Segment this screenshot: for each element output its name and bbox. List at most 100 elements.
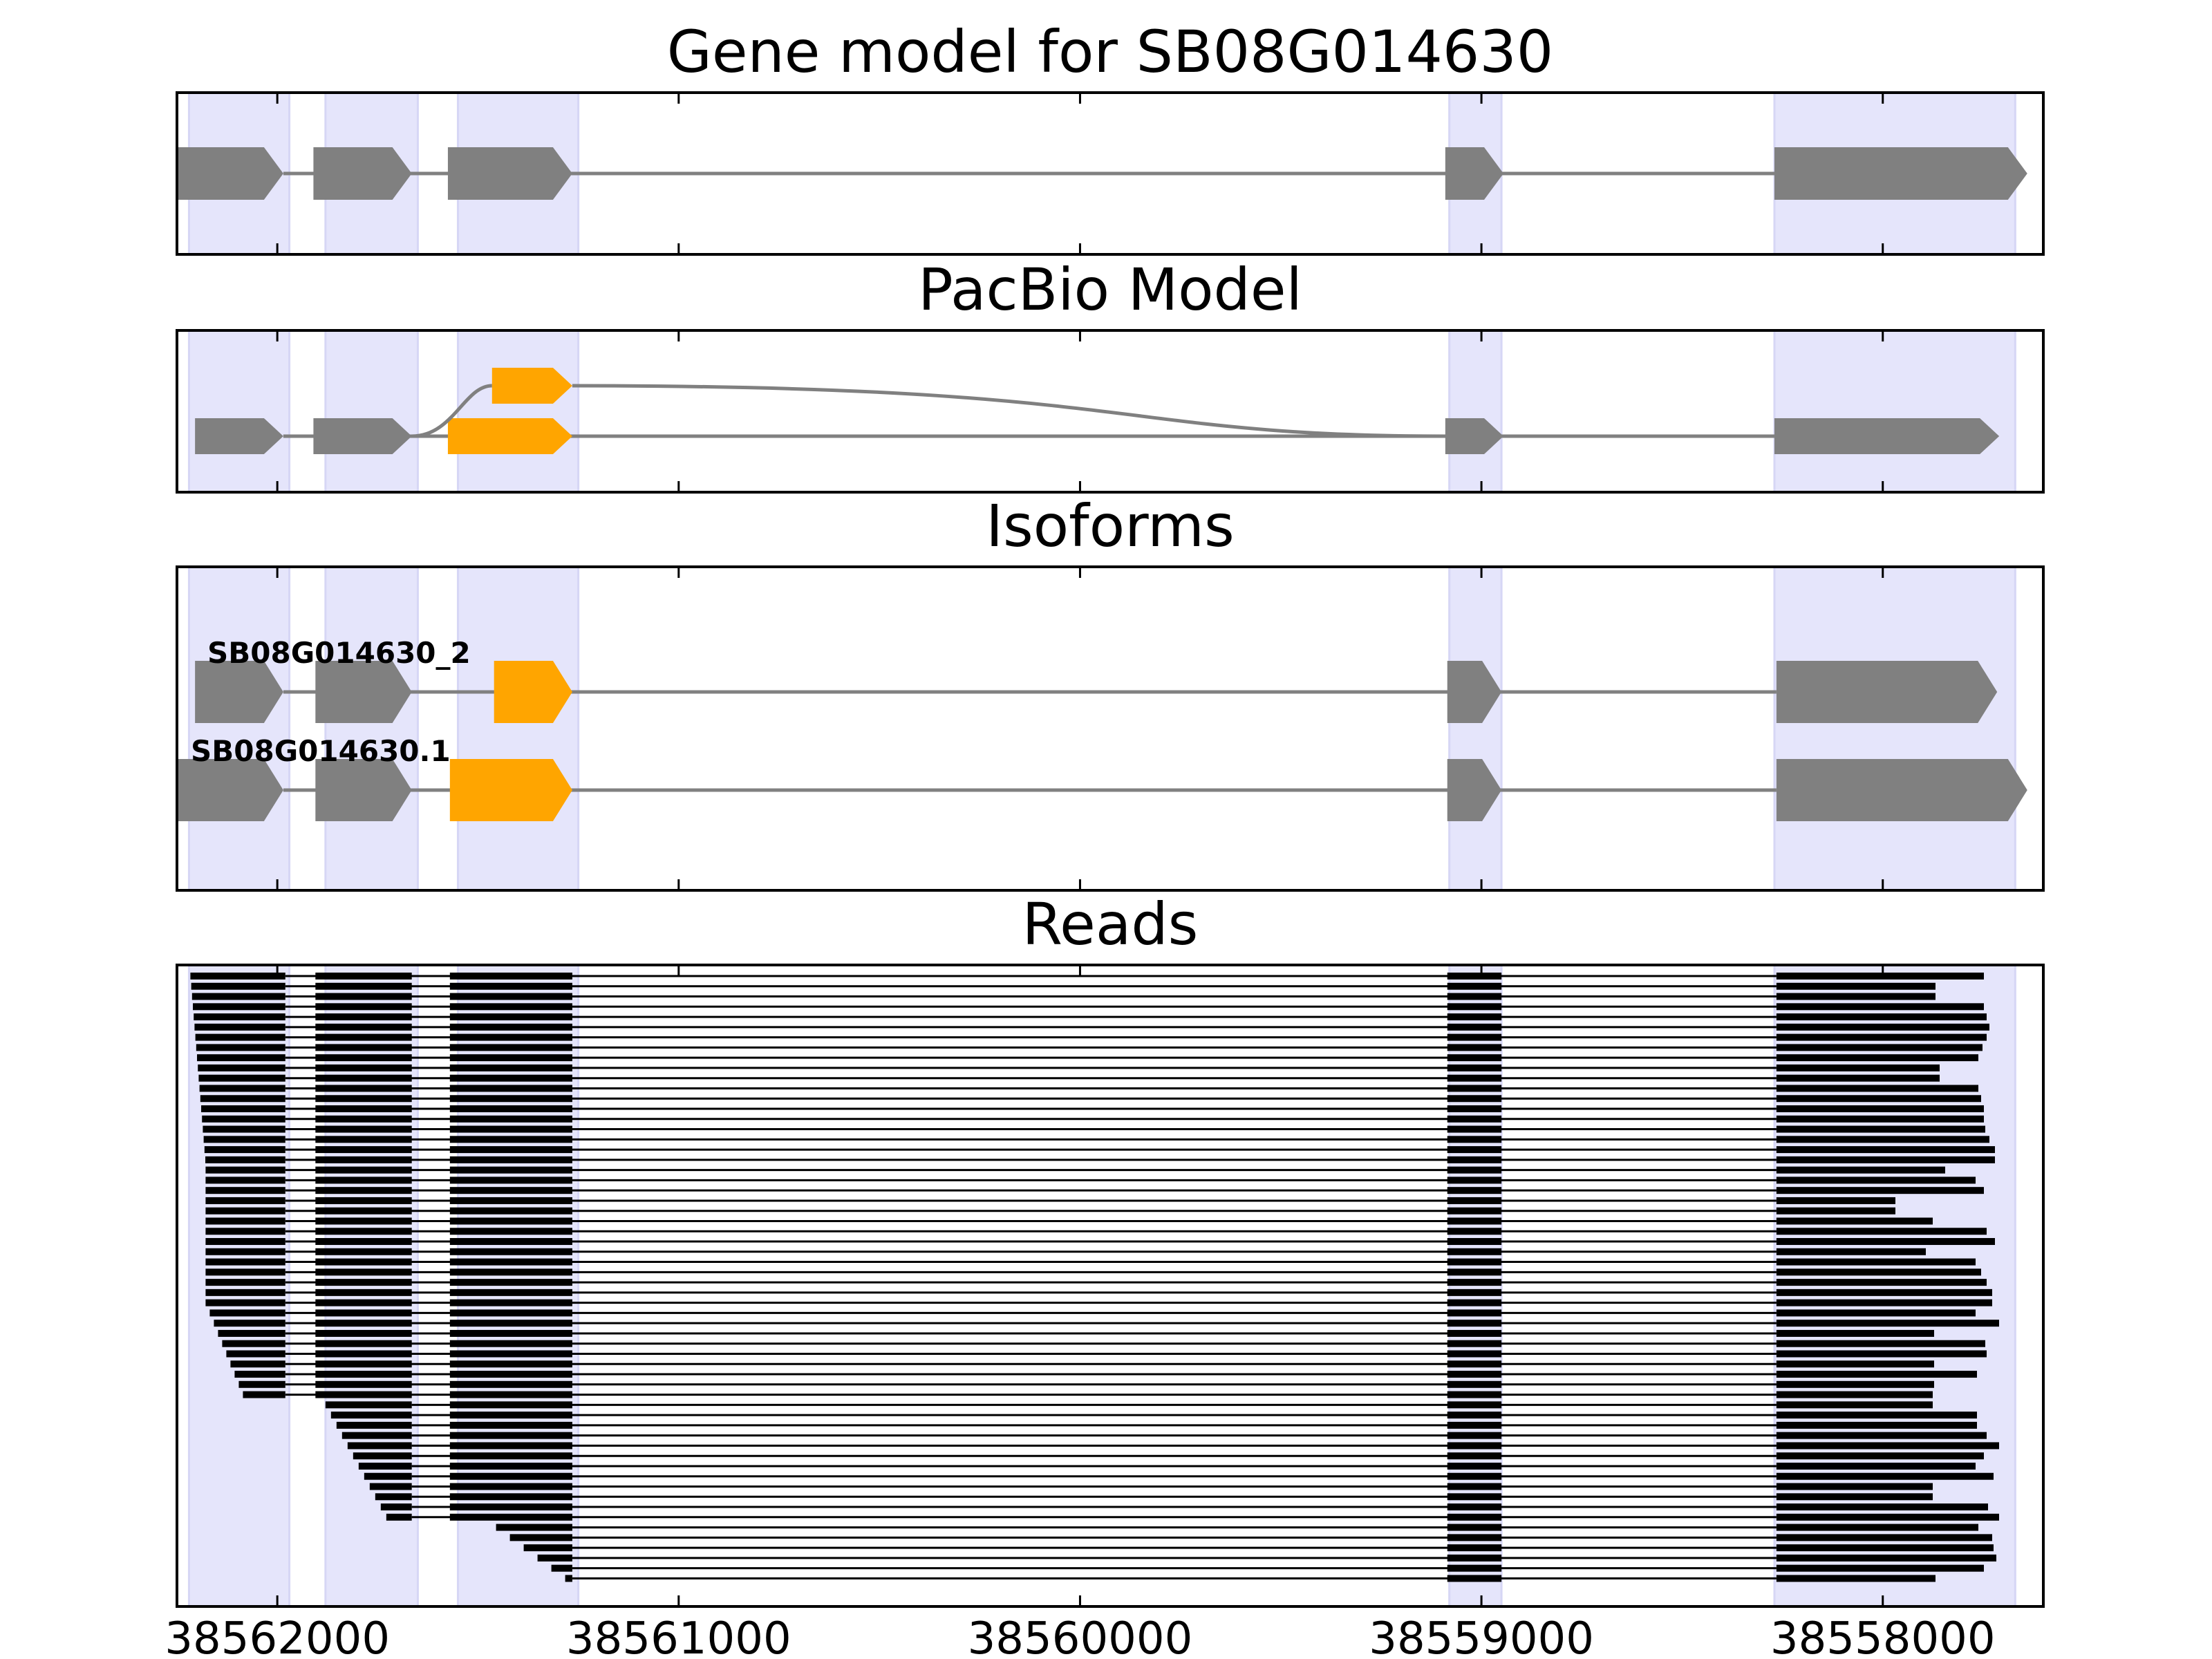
read-exon <box>1776 1187 1984 1194</box>
read-exon <box>449 1320 572 1327</box>
read-exon <box>1776 1524 1978 1531</box>
read-exon <box>194 1023 285 1031</box>
read-exon <box>449 1095 572 1103</box>
read-exon <box>1776 1462 1976 1470</box>
read <box>205 1288 1992 1296</box>
read-exon <box>1776 1391 1933 1398</box>
read-exon <box>194 1013 285 1021</box>
isoform-label: SB08G014630_2 <box>207 636 471 670</box>
read-exon <box>449 1217 572 1225</box>
read-exon <box>1776 1105 1984 1113</box>
read-exon <box>1776 1166 1945 1174</box>
read-exon <box>315 973 412 980</box>
read-exon <box>449 1483 572 1490</box>
panel-3: Isoforms SB08G014630_2 SB08G014630.1 <box>176 492 2045 892</box>
read-exon <box>1776 973 1984 980</box>
read-exon <box>1776 1136 1989 1143</box>
pacbio-main-exon-5 <box>1774 418 2000 454</box>
read <box>200 1095 1981 1103</box>
read-exon <box>315 1238 412 1246</box>
read-exon <box>1447 993 1502 1000</box>
read-exon <box>1447 1166 1502 1174</box>
read-exon <box>1447 1258 1502 1266</box>
read-exon <box>205 1238 285 1246</box>
read-exon <box>1776 1033 1987 1041</box>
read-exon <box>1447 1146 1502 1154</box>
read-exon <box>315 1268 412 1276</box>
read-exon <box>204 1146 285 1154</box>
read-exon <box>1447 1432 1502 1439</box>
read <box>214 1320 1999 1327</box>
region-band <box>1773 329 2016 494</box>
region-band <box>1448 565 1503 892</box>
read-exon <box>1776 1288 1992 1296</box>
read-exon <box>449 1258 572 1266</box>
read-exon <box>199 1085 285 1092</box>
read-exon <box>449 1197 572 1204</box>
read-exon <box>1447 1350 1502 1358</box>
read-exon <box>1776 1207 1895 1215</box>
read <box>205 1228 1987 1235</box>
read-exon <box>1776 1432 1987 1439</box>
read-exon <box>315 1288 412 1296</box>
read <box>205 1299 1992 1306</box>
read-exon <box>1447 1288 1502 1296</box>
read-exon <box>449 1228 572 1235</box>
read-exon <box>315 1033 412 1041</box>
read-exon <box>1776 1044 1983 1051</box>
read-exon <box>449 1003 572 1011</box>
read-exon <box>1447 982 1502 990</box>
region-band <box>187 329 291 494</box>
read-exon <box>449 1033 572 1041</box>
read-exon <box>1776 1360 1934 1368</box>
gene-model-exon-2 <box>313 147 412 200</box>
read-exon <box>315 1054 412 1062</box>
read <box>205 1166 1945 1174</box>
read-exon <box>315 1258 412 1266</box>
read-exon <box>203 1125 285 1133</box>
gene-model-exon-4 <box>1445 147 1504 200</box>
read <box>565 1575 1936 1582</box>
read <box>234 1371 1977 1378</box>
read <box>238 1380 1934 1388</box>
panel-title: Gene model for SB08G014630 <box>667 18 1553 86</box>
read-exon <box>205 1156 285 1163</box>
read-exon <box>315 1013 412 1021</box>
read-exon <box>198 1064 285 1071</box>
panel-title: Isoforms <box>986 492 1235 560</box>
read-exon <box>449 1513 572 1521</box>
read <box>209 1309 1976 1317</box>
read <box>205 1268 1981 1276</box>
read-exon <box>205 1299 285 1306</box>
read-exon <box>1447 1340 1502 1347</box>
read-exon <box>315 1095 412 1103</box>
read-exon <box>1776 1554 1996 1562</box>
read-exon <box>449 1309 572 1317</box>
read-exon <box>1447 973 1502 980</box>
read-exon <box>1776 1217 1933 1225</box>
read-exon <box>1447 1483 1502 1490</box>
read-exon <box>325 1401 412 1409</box>
read-exon <box>315 1044 412 1051</box>
read-exon <box>1776 1299 1992 1306</box>
read <box>199 1085 1978 1092</box>
read-exon <box>315 1074 412 1082</box>
read-exon <box>315 1023 412 1031</box>
read-exon <box>205 1268 285 1276</box>
read-exon <box>1447 1074 1502 1082</box>
region-band <box>324 329 419 494</box>
read-exon <box>449 1360 572 1368</box>
read <box>353 1452 1984 1460</box>
read-exon <box>449 1462 572 1470</box>
read-exon <box>336 1421 412 1429</box>
read-exon <box>191 982 285 990</box>
read-exon <box>1447 1320 1502 1327</box>
read <box>198 1064 1940 1071</box>
read-exon <box>315 1064 412 1071</box>
read-exon <box>1447 1228 1502 1235</box>
pacbio-main-exon-2 <box>313 418 412 454</box>
read-exon <box>205 1207 285 1215</box>
read-exon <box>1776 1421 1977 1429</box>
read <box>230 1360 1934 1368</box>
read-exon <box>315 1085 412 1092</box>
